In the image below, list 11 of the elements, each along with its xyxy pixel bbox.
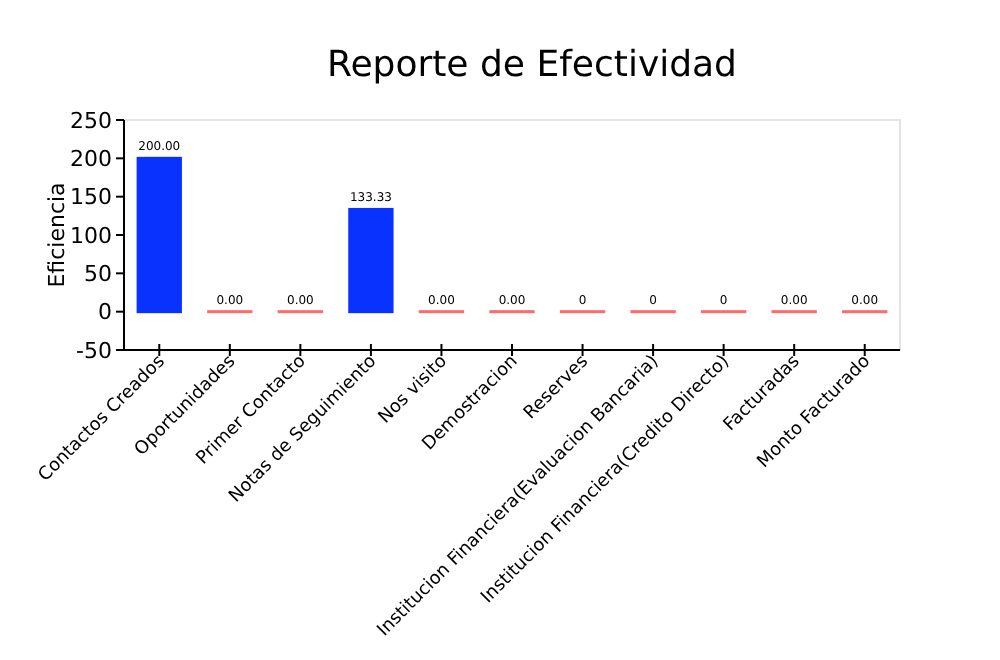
y-tick-label: 150 (70, 184, 112, 211)
chart-title: Reporte de Efectividad (327, 44, 737, 86)
y-axis-title: Eficiencia (44, 182, 70, 288)
bar (348, 207, 394, 314)
y-tick-label: -50 (76, 337, 112, 364)
bar (136, 156, 182, 314)
y-tick-label: 50 (84, 261, 112, 288)
y-tick-label: 200 (70, 146, 112, 173)
y-tick-label: 100 (70, 222, 112, 249)
y-tick-label: 0 (98, 299, 112, 326)
y-tick-label: 250 (70, 107, 112, 134)
